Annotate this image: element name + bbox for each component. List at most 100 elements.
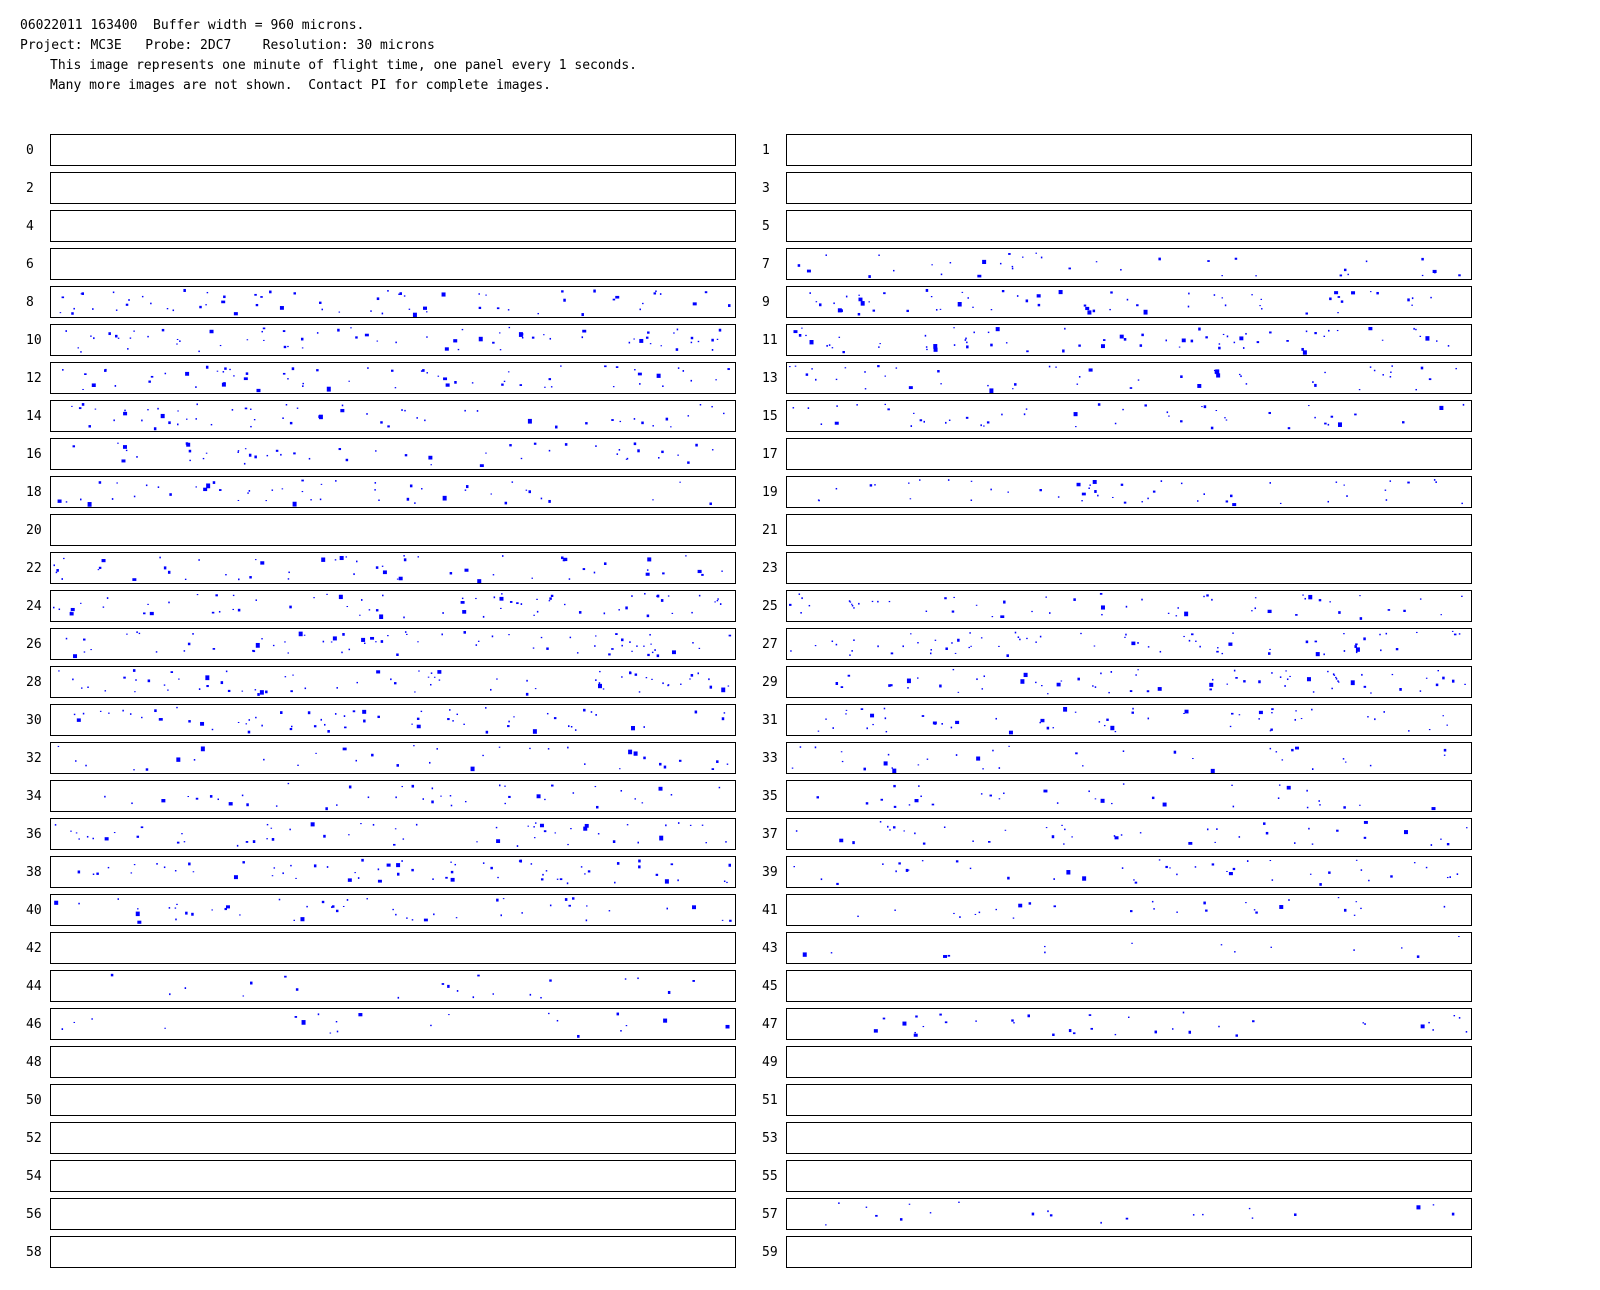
particle-mark — [1228, 642, 1233, 646]
particle-mark — [1125, 633, 1127, 636]
particle-mark — [711, 405, 713, 408]
particle-mark — [863, 767, 866, 771]
particle-mark — [386, 863, 391, 867]
particle-mark — [978, 911, 981, 914]
image-panel-row: 11 — [762, 324, 1502, 358]
particle-mark — [206, 685, 209, 688]
panel-number: 43 — [762, 941, 778, 956]
particle-mark — [1295, 710, 1297, 712]
particle-mark — [1338, 611, 1341, 614]
particle-mark — [553, 717, 557, 720]
particle-mark — [57, 745, 60, 748]
particle-mark — [868, 275, 871, 278]
particle-mark — [1056, 682, 1061, 687]
particle-mark — [441, 983, 445, 985]
particle-mark — [709, 685, 713, 689]
particle-mark — [259, 690, 264, 695]
particle-mark — [493, 596, 496, 599]
panel-number: 35 — [762, 789, 778, 804]
particle-mark — [1000, 615, 1005, 618]
particle-mark — [584, 873, 586, 875]
particle-image-panel — [50, 400, 736, 432]
particle-mark — [417, 556, 420, 558]
particle-mark — [1128, 1016, 1130, 1018]
particle-mark — [280, 453, 282, 456]
particle-mark — [99, 710, 102, 712]
particle-mark — [943, 826, 946, 828]
particle-mark — [108, 332, 111, 336]
particle-mark — [1458, 274, 1461, 277]
particle-mark — [1339, 274, 1343, 277]
particle-mark — [1416, 955, 1420, 958]
particle-mark — [1355, 901, 1358, 903]
particle-mark — [1461, 595, 1463, 597]
particle-mark — [1259, 305, 1261, 307]
particle-mark — [568, 578, 571, 580]
particle-mark — [1114, 836, 1119, 840]
particle-mark — [892, 269, 895, 272]
particle-mark — [878, 346, 880, 348]
particle-mark — [967, 297, 969, 299]
particle-mark — [325, 807, 328, 811]
particle-mark — [1359, 595, 1361, 597]
image-panel-row: 29 — [762, 666, 1502, 700]
particle-mark — [953, 344, 956, 346]
image-panel-row: 5 — [762, 210, 1502, 244]
panel-number: 38 — [26, 865, 42, 880]
particle-mark — [559, 878, 563, 881]
particle-mark — [1224, 417, 1226, 419]
particle-mark — [76, 718, 81, 722]
particle-mark — [340, 408, 345, 413]
particle-mark — [639, 308, 641, 311]
particle-mark — [527, 418, 532, 424]
particle-mark — [828, 344, 831, 346]
particle-mark — [1288, 899, 1290, 901]
particle-mark — [478, 336, 483, 342]
particle-mark — [520, 603, 523, 605]
particle-mark — [1301, 347, 1304, 351]
particle-mark — [1180, 375, 1183, 378]
particle-mark — [663, 1018, 668, 1023]
particle-mark — [508, 634, 510, 636]
particle-mark — [805, 373, 809, 376]
particle-mark — [290, 725, 293, 728]
particle-mark — [237, 608, 241, 612]
particle-mark — [414, 502, 416, 504]
particle-mark — [255, 599, 257, 601]
particle-mark — [1294, 1213, 1297, 1216]
particle-mark — [1049, 612, 1051, 614]
particle-mark — [1278, 784, 1281, 786]
particle-mark — [1077, 677, 1080, 681]
particle-mark — [497, 876, 499, 879]
particle-mark — [931, 803, 935, 806]
particle-mark — [1040, 718, 1045, 723]
particle-mark — [492, 574, 495, 576]
particle-mark — [174, 870, 177, 872]
particle-mark — [1363, 685, 1367, 688]
particle-mark — [639, 338, 644, 343]
particle-mark — [371, 753, 374, 757]
image-panel-row: 2 — [26, 172, 766, 206]
image-panel-row: 16 — [26, 438, 766, 472]
particle-mark — [1311, 708, 1313, 711]
particle-mark — [418, 670, 420, 672]
particle-mark — [1235, 1034, 1238, 1037]
particle-mark — [416, 417, 418, 419]
particle-mark — [1362, 1022, 1365, 1024]
particle-mark — [1224, 304, 1227, 307]
particle-mark — [335, 909, 339, 913]
particle-mark — [516, 602, 519, 605]
particle-mark — [482, 862, 485, 864]
image-panel-row: 32 — [26, 742, 766, 776]
particle-mark — [1355, 859, 1358, 861]
particle-mark — [422, 798, 425, 800]
particle-mark — [721, 717, 725, 721]
particle-mark — [1226, 335, 1229, 338]
particle-mark — [944, 1021, 948, 1024]
particle-mark — [687, 415, 690, 417]
particle-mark — [502, 898, 505, 900]
particle-mark — [1363, 637, 1366, 641]
particle-image-panel — [50, 172, 736, 204]
particle-mark — [626, 824, 629, 826]
particle-mark — [1143, 309, 1148, 315]
